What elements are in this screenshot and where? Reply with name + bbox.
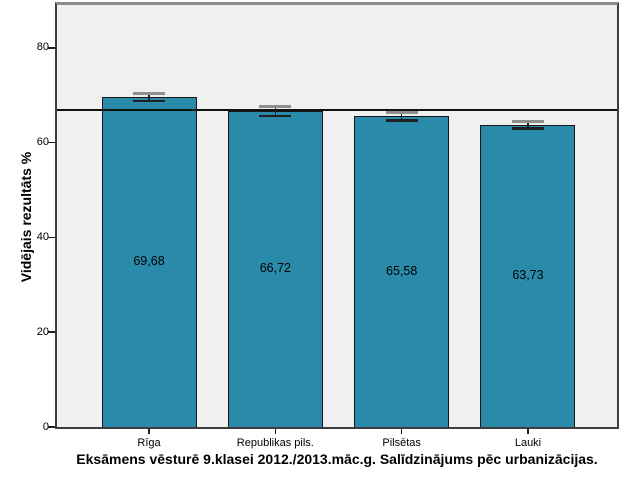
- bar: [227, 110, 323, 427]
- y-axis-tick: [48, 236, 55, 239]
- error-bar-cap-bottom: [133, 99, 165, 103]
- y-axis-tick-label: 40: [36, 230, 49, 243]
- x-axis-tick: [148, 429, 150, 434]
- error-bar-line: [527, 121, 529, 129]
- bar: [480, 125, 576, 427]
- error-bar-cap-bottom: [259, 114, 292, 118]
- x-axis-tick: [274, 429, 277, 434]
- x-axis-tick-label: Pilsētas: [382, 437, 421, 449]
- chart-title: Eksāmens vēsturē 9.klasei 2012./2013.māc…: [76, 451, 598, 467]
- x-axis-tick: [527, 429, 529, 434]
- error-bar-cap-top: [133, 91, 165, 95]
- bar-value-label: 65,58: [386, 263, 418, 278]
- error-bar-line: [274, 106, 277, 116]
- error-bar-cap-top: [385, 110, 418, 114]
- x-axis-tick-label: Rīga: [137, 437, 161, 449]
- y-axis-tick-label: 20: [36, 325, 49, 338]
- bar-value-label: 63,73: [512, 268, 544, 283]
- bar-value-label: 66,72: [259, 260, 291, 275]
- bar: [354, 116, 450, 427]
- error-bar-cap-bottom: [385, 119, 418, 122]
- y-axis-tick: [48, 141, 55, 144]
- y-axis-tick-label: 60: [36, 136, 49, 149]
- y-axis-tick: [48, 331, 55, 333]
- x-axis-tick-label: Republikas pils.: [236, 437, 314, 449]
- plot-area: 0 20 40 60 80 69,68 Rīga 66,72 Republikas pils. 6…: [37, 2, 619, 449]
- error-bar-cap-top: [259, 104, 292, 108]
- x-axis-tick: [400, 429, 403, 434]
- reference-line: [57, 109, 617, 111]
- error-bar-cap-top: [511, 120, 544, 124]
- error-bar-cap-bottom: [511, 127, 544, 130]
- x-axis-tick-label: Lauki: [514, 437, 542, 449]
- y-axis-tick-label: 0: [42, 420, 49, 433]
- y-axis-tick: [48, 426, 55, 428]
- error-bar-line: [400, 112, 403, 121]
- bar: [101, 96, 197, 427]
- y-axis-title: Vidējais rezultāts %: [18, 151, 34, 283]
- error-bar-line: [148, 93, 150, 101]
- y-axis-tick-label: 80: [36, 41, 49, 54]
- y-axis-tick: [48, 47, 55, 49]
- bar-value-label: 69,68: [133, 253, 165, 268]
